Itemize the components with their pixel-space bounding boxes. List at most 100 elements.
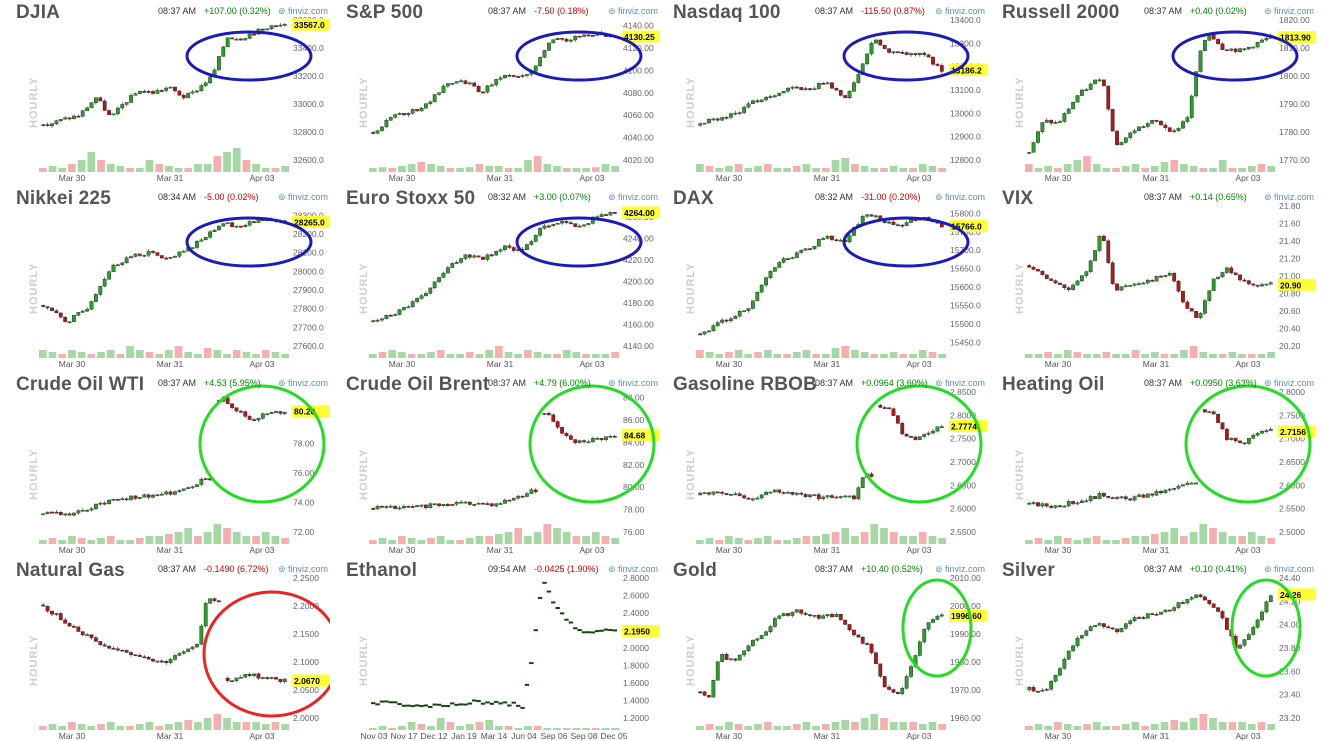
candle: [234, 225, 239, 228]
finviz-source-link[interactable]: ⊚ finviz.com: [278, 378, 329, 388]
chart-title[interactable]: Nasdaq 100: [673, 2, 781, 23]
chart-title[interactable]: Ethanol: [346, 560, 418, 581]
chart-title[interactable]: Gold: [673, 560, 718, 581]
finviz-source-link[interactable]: ⊚ finviz.com: [935, 192, 986, 202]
finviz-source-link[interactable]: ⊚ finviz.com: [1264, 192, 1315, 202]
chart-panel[interactable]: 24.40 24.20 24.00 23.80 23.60 23.40 23.20 Mar 3…: [990, 558, 1316, 741]
volume-bar: [203, 348, 212, 358]
chart-panel[interactable]: 2.2500 2.2000 2.1500 2.1000 2.0500 2.0000 Mar …: [4, 558, 330, 741]
finviz-source-link[interactable]: ⊚ finviz.com: [935, 6, 986, 16]
candle: [821, 496, 826, 500]
chart-panel[interactable]: 4140.00 4120.00 4100.00 4080.00 4060.00 4040.…: [334, 0, 660, 183]
chart-panel[interactable]: 2.8500 2.8000 2.7500 2.7000 2.6500 2.6000 2.55…: [661, 372, 987, 555]
chart-title[interactable]: Crude Oil WTI: [16, 374, 145, 395]
finviz-source-link[interactable]: ⊚ finviz.com: [608, 192, 659, 202]
y-tick-label: 23.40: [1279, 690, 1301, 700]
chart-title[interactable]: Nikkei 225: [16, 188, 111, 209]
x-tick-label: Mar 31: [487, 359, 514, 369]
price-dash: [529, 662, 534, 665]
finviz-source-link[interactable]: ⊚ finviz.com: [278, 6, 329, 16]
chart-panel[interactable]: 13400.013300.013200.013100.013000.012900…: [661, 0, 987, 183]
y-tick-label: 15550.0: [950, 300, 981, 310]
candle: [190, 486, 195, 489]
finviz-source-link[interactable]: ⊚ finviz.com: [278, 564, 329, 574]
finviz-source-link[interactable]: ⊚ finviz.com: [278, 192, 329, 202]
y-tick-label: 33000.0: [293, 99, 324, 109]
chart-panel[interactable]: 21.80 21.60 21.40 21.20 21.00 20.80 20.60 20.40…: [990, 186, 1316, 369]
chart-panel[interactable]: 28300.0 28200.0 28100.0 28000.0 27900.0 27800…: [4, 186, 330, 369]
chart-title[interactable]: Heating Oil: [1002, 374, 1105, 395]
chart-panel[interactable]: 1820.00 1810.00 1800.00 1790.00 1780.00 1770.…: [990, 0, 1316, 183]
finviz-source-link[interactable]: ⊚ finviz.com: [1264, 6, 1315, 16]
chart-title[interactable]: Euro Stoxx 50: [346, 188, 476, 209]
chart-panel[interactable]: 33600.033400.033200.033000.032800.032600…: [4, 0, 330, 183]
finviz-source-link[interactable]: ⊚ finviz.com: [608, 6, 659, 16]
chart-panel[interactable]: 2010.00 2000.00 1990.00 1980.00 1970.00 1960.…: [661, 558, 987, 741]
volume-bar: [1044, 540, 1053, 544]
volume-bar: [562, 350, 571, 358]
chart-title[interactable]: Natural Gas: [16, 560, 125, 581]
candle: [498, 77, 503, 80]
chart-title[interactable]: Russell 2000: [1002, 2, 1120, 23]
candle: [76, 510, 81, 514]
volume-bar: [1112, 168, 1120, 172]
candle: [252, 673, 256, 676]
candle: [742, 495, 747, 499]
volume-bar: [378, 726, 387, 730]
candle: [525, 244, 529, 250]
chart-panel[interactable]: 4260.004240.004220.004200.004180.004160.…: [334, 186, 660, 369]
volume-bar: [48, 166, 57, 172]
x-tick-label: Mar 30: [716, 173, 743, 183]
price-dash: [603, 628, 609, 631]
candle: [1145, 613, 1150, 619]
chart-title[interactable]: Silver: [1002, 560, 1055, 581]
price-dash: [537, 596, 543, 599]
candle: [1062, 113, 1067, 122]
volume-bar: [734, 724, 743, 730]
candle: [891, 51, 896, 54]
chart-title[interactable]: VIX: [1002, 188, 1034, 209]
finviz-source-link[interactable]: ⊚ finviz.com: [608, 378, 659, 388]
chart-title[interactable]: Crude Oil Brent: [346, 374, 490, 395]
candle: [847, 495, 852, 498]
chart-panel[interactable]: 2.8000 2.7500 2.7000 2.6500 2.6000 2.5500 2.50…: [990, 372, 1316, 555]
chart-title[interactable]: Gasoline RBOB: [673, 374, 818, 395]
chart-panel[interactable]: 88.00 86.00 84.00 82.00 80.00 78.00 76.00 Mar 3…: [334, 372, 660, 555]
chart-title[interactable]: S&P 500: [346, 2, 424, 23]
candle: [247, 674, 252, 676]
candle: [50, 511, 54, 514]
volume-bar: [504, 726, 513, 730]
candle: [1163, 489, 1168, 494]
chart-title[interactable]: DJIA: [16, 2, 61, 23]
x-tick-label: Apr 03: [579, 173, 604, 183]
chart-panel[interactable]: 2.80002.60002.40002.20002.00001.80001.60…: [334, 558, 660, 741]
candle: [137, 655, 142, 657]
volume-bar: [831, 348, 840, 358]
candle: [89, 634, 94, 638]
candle: [1088, 260, 1093, 272]
finviz-source-link[interactable]: ⊚ finviz.com: [935, 564, 986, 574]
finviz-source-link[interactable]: ⊚ finviz.com: [1264, 564, 1315, 574]
candle: [441, 85, 446, 93]
price-change: -0.1490 (6.72%): [204, 564, 269, 574]
volume-bar: [155, 536, 163, 544]
candle: [702, 331, 707, 335]
volume-bar: [378, 352, 387, 358]
candle: [895, 415, 900, 424]
candle: [768, 626, 773, 632]
finviz-source-link[interactable]: ⊚ finviz.com: [935, 378, 986, 388]
chart-title[interactable]: DAX: [673, 188, 714, 209]
chart-panel[interactable]: 15800.015750.015700.015650.015600.015550…: [661, 186, 987, 369]
finviz-source-link[interactable]: ⊚ finviz.com: [1264, 378, 1315, 388]
volume-bar: [696, 540, 704, 544]
y-tick-label: 2000.00: [950, 601, 981, 611]
price-dash: [564, 618, 569, 621]
finviz-source-link[interactable]: ⊚ finviz.com: [608, 564, 659, 574]
candle: [1167, 127, 1172, 132]
y-tick-label: 13000.0: [950, 108, 981, 118]
candle: [243, 225, 248, 228]
hourly-label: HOURLY: [358, 76, 370, 128]
